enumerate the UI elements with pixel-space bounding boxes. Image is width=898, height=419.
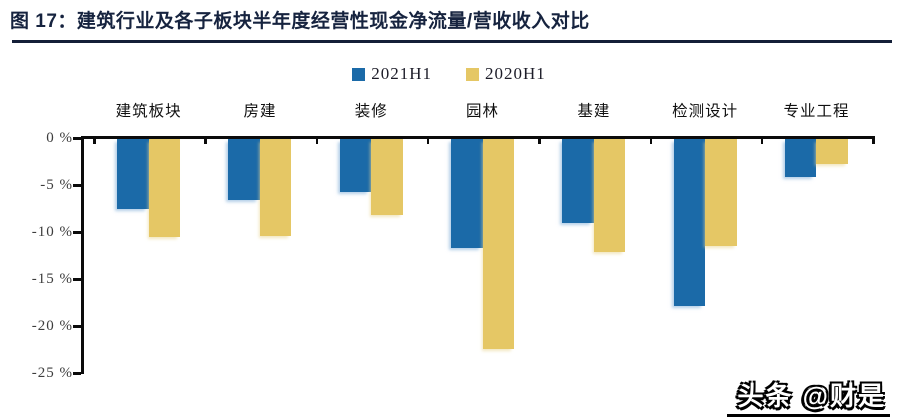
y-axis-tick — [73, 325, 81, 328]
y-axis-line — [81, 136, 84, 374]
y-axis-tick — [73, 372, 81, 375]
legend-label: 2021H1 — [371, 64, 432, 83]
bar-2021H1-建筑板块 — [117, 138, 149, 209]
x-axis-tick — [315, 136, 319, 144]
x-axis-tick — [426, 136, 430, 144]
bar-2021H1-装修 — [339, 138, 372, 192]
legend-swatch-icon — [466, 67, 479, 81]
y-axis-label--25%: -25 % — [31, 365, 73, 381]
x-axis-tick — [760, 136, 764, 144]
y-axis-label-0%: 0 % — [46, 130, 73, 146]
category-label-基建: 基建 — [577, 103, 611, 120]
y-axis-label--5%: -5 % — [40, 177, 73, 193]
x-axis-tick — [538, 136, 541, 144]
bar-2020H1-房建 — [259, 138, 292, 236]
y-axis-tick — [73, 137, 81, 140]
bar-2021H1-园林 — [451, 138, 483, 248]
y-axis-label--20%: -20 % — [31, 318, 73, 334]
category-label-建筑板块: 建筑板块 — [115, 103, 182, 120]
legend-item-2021H1: 2021H1 — [352, 64, 432, 84]
bar-2020H1-建筑板块 — [148, 138, 181, 237]
x-axis-tick — [872, 136, 875, 144]
x-axis-line — [81, 136, 875, 139]
bar-2021H1-基建 — [562, 138, 594, 223]
x-axis-tick — [93, 136, 96, 144]
legend-label: 2020H1 — [485, 64, 546, 83]
chart-legend: 2021H1 2020H1 — [0, 62, 898, 86]
y-axis-label--15%: -15 % — [31, 271, 73, 287]
x-axis-tick — [204, 136, 207, 144]
bar-2020H1-专业工程 — [816, 138, 848, 165]
figure-title: 图 17：建筑行业及各子板块半年度经营性现金净流量/营收收入对比 — [10, 11, 590, 32]
y-axis-tick — [73, 231, 81, 234]
y-axis-label--10%: -10 % — [31, 224, 73, 240]
category-label-专业工程: 专业工程 — [783, 103, 850, 120]
category-label-装修: 装修 — [354, 103, 388, 120]
title-divider — [12, 40, 892, 43]
bar-2021H1-专业工程 — [784, 138, 817, 177]
category-label-检测设计: 检测设计 — [672, 103, 739, 120]
category-label-房建: 房建 — [243, 103, 277, 120]
x-axis-tick — [649, 136, 652, 144]
bar-2021H1-检测设计 — [673, 138, 706, 307]
bar-2020H1-检测设计 — [705, 138, 737, 247]
y-axis-tick — [73, 184, 81, 187]
bar-2020H1-基建 — [593, 138, 626, 252]
watermark-toutiao: 头条 @财是 — [727, 376, 890, 417]
y-axis-tick — [73, 278, 81, 281]
bar-2020H1-装修 — [371, 138, 403, 216]
category-label-园林: 园林 — [466, 103, 500, 120]
legend-item-2020H1: 2020H1 — [466, 64, 546, 84]
legend-swatch-icon — [352, 67, 366, 81]
bar-2020H1-园林 — [482, 138, 515, 349]
bar-2021H1-房建 — [228, 138, 260, 201]
